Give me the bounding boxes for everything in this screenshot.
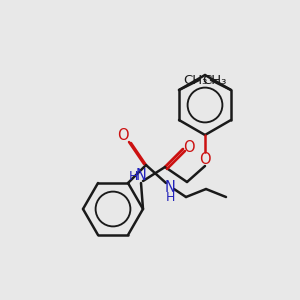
Text: CH₃: CH₃ [202, 74, 226, 86]
Text: O: O [183, 140, 195, 154]
Text: H: H [165, 190, 175, 203]
Text: O: O [117, 128, 129, 142]
Text: N: N [165, 179, 176, 194]
Text: O: O [199, 152, 211, 167]
Text: N: N [136, 169, 146, 184]
Text: H: H [128, 169, 138, 182]
Text: CH₃: CH₃ [184, 74, 208, 86]
